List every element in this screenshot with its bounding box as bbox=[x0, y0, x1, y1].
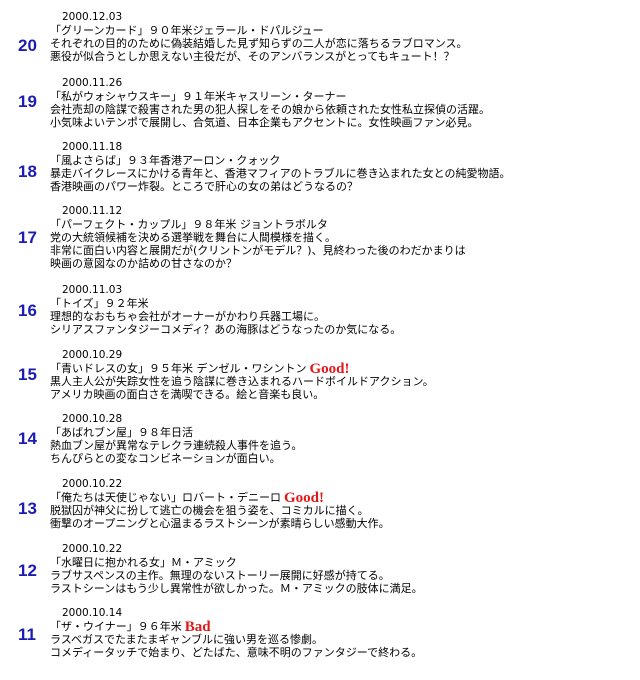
entry-desc-line: 非常に面白い内容と展開だが(クリントンがモデル？)、見終わった後のわだかまりは bbox=[50, 244, 466, 257]
entry-number: 16 bbox=[18, 301, 37, 320]
entry-desc-line: ラスベガスでたまたまギャンブルに強い男を巡る惨劇。 bbox=[50, 633, 324, 646]
entry-desc-line: 香港映画のパワー炸裂。ところで肝心の女の弟はどうなるの？ bbox=[50, 180, 358, 193]
entry-title: 「グリーンカード」９０年米ジェラール・ドパルジュー bbox=[50, 24, 324, 37]
entry-number: 13 bbox=[18, 499, 37, 518]
entry-title: 「俺たちは天使じゃない」ロバート・デニーロ bbox=[50, 491, 281, 504]
entry-title: 「風よさらば」９３年香港アーロン・クォック bbox=[50, 154, 281, 167]
entry-title: 「パーフェクト・カップル」９８年米 ジョントラボルタ bbox=[50, 218, 328, 231]
entry-date: 2000.11.26 bbox=[62, 77, 123, 89]
entry-date: 2000.10.28 bbox=[62, 413, 123, 425]
entry-desc-line: ちんぴらとの変なコンビネーションが面白い。 bbox=[50, 452, 281, 465]
entry-date: 2000.11.03 bbox=[62, 284, 123, 296]
entry-title: 「私がウォシャウスキー」９１年米キャスリーン・ターナー bbox=[50, 90, 347, 103]
entry-desc-line: ラストシーンはもう少し異常性が欲しかった。Ｍ・アミックの肢体に満足。 bbox=[50, 582, 423, 595]
entry-desc-line: 黒人主人公が失踪女性を追う陰謀に巻き込まれるハードボイルドアクション。 bbox=[50, 375, 434, 388]
entry-desc-line: 衝撃のオープニングと心温まるラストシーンが素晴らしい感動大作。 bbox=[50, 517, 390, 530]
entry-desc-line: それぞれの目的のために偽装結婚した見ず知らずの二人が恋に落ちるラブロマンス。 bbox=[50, 37, 468, 50]
entry-number: 15 bbox=[18, 365, 37, 384]
entry-date: 2000.10.22 bbox=[62, 478, 123, 490]
entry-desc-line: コメディータッチで始まり、どたばた、意味不明のファンタジーで終わる。 bbox=[50, 646, 423, 659]
entry-desc-line: 理想的なおもちゃ会社がオーナーがかわり兵器工場に。 bbox=[50, 310, 325, 323]
entry-number: 14 bbox=[18, 429, 37, 448]
entry-desc-line: 映画の意図なのか詰めの甘さなのか？ bbox=[50, 257, 237, 270]
entry-title: 「ザ・ウイナー」９６年米 bbox=[50, 620, 182, 633]
entry-desc-line: シリアスファンタジーコメディ？あの海豚はどうなったのか気になる。 bbox=[50, 323, 402, 336]
entry-desc-line: アメリカ映画の面白さを満喫できる。絵と音楽も良い。 bbox=[50, 388, 325, 401]
entry-date: 2000.10.29 bbox=[62, 349, 123, 361]
rating-badge: Good! bbox=[284, 490, 325, 506]
entry-number: 20 bbox=[18, 36, 37, 55]
entry-title: 「あばれブン屋」９８年日活 bbox=[50, 426, 193, 439]
entry-desc-line: 党の大統領候補を決める選挙戦を舞台に人間模様を描く。 bbox=[50, 231, 336, 244]
entry-number: 17 bbox=[18, 228, 37, 247]
rating-badge: Bad bbox=[184, 619, 211, 635]
entry-desc-line: 暴走バイクレースにかける青年と、香港マフィアのトラブルに巻き込まれた女との純愛物… bbox=[50, 167, 511, 180]
entry-desc-line: 会社売却の陰謀で殺害された男の犯人探しをその娘から依頼された女性私立探偵の活躍。 bbox=[50, 103, 490, 116]
entry-title: 「青いドレスの女」９５年米 デンゼル・ワシントン bbox=[50, 362, 307, 375]
entry-date: 2000.10.22 bbox=[62, 543, 123, 555]
entry-number: 11 bbox=[18, 625, 36, 644]
entry-date: 2000.11.12 bbox=[62, 205, 123, 217]
entry-number: 18 bbox=[18, 162, 37, 181]
rating-badge: Good! bbox=[309, 361, 350, 377]
entry-desc-line: 脱獄囚が神父に扮して逃亡の機会を狙う姿を、コミカルに描く。 bbox=[50, 504, 369, 517]
entry-date: 2000.11.18 bbox=[62, 141, 123, 153]
entry-date: 2000.12.03 bbox=[62, 11, 123, 23]
entry-title: 「水曜日に抱かれる女」Ｍ・アミック bbox=[50, 556, 237, 569]
entry-number: 12 bbox=[18, 561, 37, 580]
entry-title: 「トイズ」９２年米 bbox=[50, 297, 149, 310]
entry-desc-line: 悪役が似合うとしか思えない主役だが、そのアンバランスがとってもキュート！？ bbox=[50, 50, 455, 63]
entry-date: 2000.10.14 bbox=[62, 607, 123, 619]
entry-desc-line: 熱血ブン屋が異常なテレクラ連続殺人事件を追う。 bbox=[50, 439, 303, 452]
entry-number: 19 bbox=[18, 92, 37, 111]
entry-desc-line: ラブサスペンスの主作。無理のないストーリー展開に好感が持てる。 bbox=[50, 569, 390, 582]
entry-desc-line: 小気味よいテンポで展開し、合気道、日本企業もアクセントに。女性映画ファン必見。 bbox=[50, 116, 479, 129]
